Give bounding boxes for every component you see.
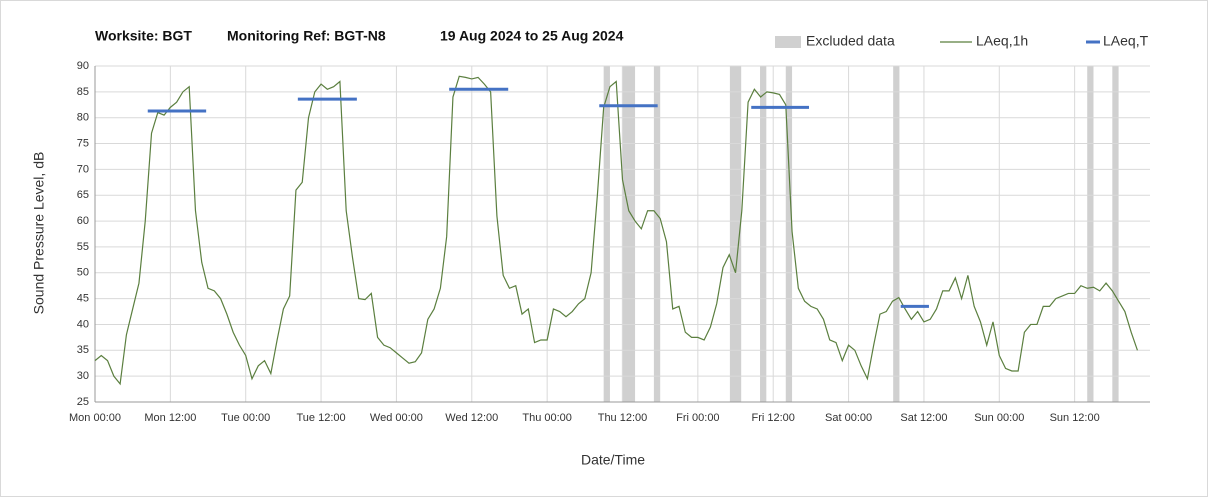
excluded-band	[729, 66, 742, 402]
x-tick-label: Fri 12:00	[752, 412, 795, 424]
legend-label: LAeq,1h	[976, 33, 1028, 49]
x-tick-label: Wed 00:00	[370, 412, 423, 424]
y-tick-label: 45	[77, 293, 89, 305]
excluded-band	[1112, 66, 1119, 402]
legend-label: Excluded data	[806, 33, 895, 49]
y-tick-label: 35	[77, 344, 89, 356]
x-tick-label: Sun 00:00	[974, 412, 1024, 424]
x-tick-label: Tue 00:00	[221, 412, 270, 424]
x-tick-label: Mon 12:00	[144, 412, 196, 424]
y-tick-label: 25	[77, 396, 89, 408]
excluded-band	[1087, 66, 1094, 402]
y-tick-label: 30	[77, 370, 89, 382]
y-tick-label: 70	[77, 163, 89, 175]
y-tick-label: 60	[77, 215, 89, 227]
y-tick-label: 80	[77, 112, 89, 124]
x-tick-label: Fri 00:00	[676, 412, 719, 424]
y-tick-label: 40	[77, 318, 89, 330]
chart-title: Monitoring Ref: BGT-N8	[227, 28, 386, 44]
x-tick-label: Thu 12:00	[598, 412, 648, 424]
legend-swatch	[775, 36, 801, 48]
y-tick-label: 85	[77, 86, 89, 98]
y-tick-label: 75	[77, 137, 89, 149]
x-tick-label: Sat 12:00	[900, 412, 947, 424]
chart-title: 19 Aug 2024 to 25 Aug 2024	[440, 28, 624, 44]
data-line	[94, 75, 1139, 386]
y-tick-label: 65	[77, 189, 89, 201]
excluded-band	[621, 66, 636, 402]
x-tick-label: Thu 00:00	[522, 412, 572, 424]
excluded-band	[603, 66, 610, 402]
x-tick-label: Mon 00:00	[69, 412, 121, 424]
y-tick-label: 90	[77, 60, 89, 72]
excluded-band	[785, 66, 793, 402]
x-tick-label: Wed 12:00	[445, 412, 498, 424]
chart-title: Worksite: BGT	[95, 28, 192, 44]
excluded-band	[893, 66, 900, 402]
excluded-band	[653, 66, 661, 402]
x-axis-label: Date/Time	[581, 452, 645, 468]
y-tick-label: 50	[77, 267, 89, 279]
excluded-band	[760, 66, 767, 402]
x-tick-label: Sat 00:00	[825, 412, 872, 424]
y-tick-label: 55	[77, 241, 89, 253]
x-tick-label: Sun 12:00	[1050, 412, 1100, 424]
legend-label: LAeq,T	[1103, 33, 1149, 49]
x-tick-label: Tue 12:00	[297, 412, 346, 424]
y-axis-label: Sound Pressure Level, dB	[31, 152, 47, 315]
